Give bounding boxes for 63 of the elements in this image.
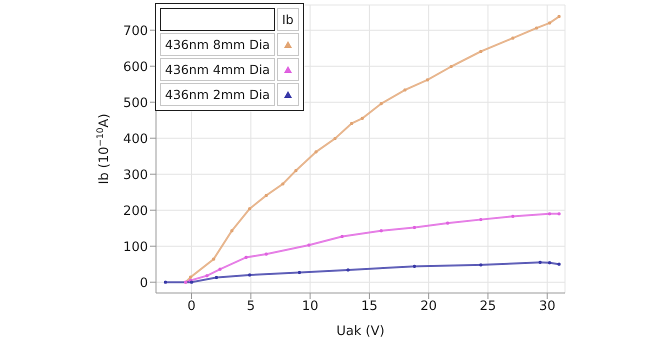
legend-label: 436nm 2mm Dia (160, 83, 275, 106)
point (212, 258, 216, 261)
point (538, 260, 542, 264)
point (426, 78, 430, 82)
point (340, 234, 344, 238)
y-tick-label: 0 (140, 276, 148, 291)
x-tick-label: 25 (480, 299, 496, 314)
x-tick-label: 15 (361, 299, 378, 314)
point (205, 274, 209, 278)
point (218, 268, 222, 271)
point (403, 88, 407, 92)
point (511, 214, 514, 218)
point (264, 252, 268, 256)
point (294, 169, 298, 172)
point (307, 244, 311, 247)
point (214, 276, 218, 280)
y-tick-label: 400 (123, 132, 148, 147)
point (244, 256, 248, 259)
x-tick-label: 20 (420, 299, 437, 314)
point (511, 36, 514, 40)
point (446, 222, 450, 225)
x-tick-label: 30 (538, 299, 556, 314)
point (557, 14, 561, 18)
point (412, 264, 416, 268)
point (333, 136, 337, 140)
point (346, 268, 350, 272)
legend-label: 436nm 4mm Dia (160, 58, 275, 81)
point (248, 207, 252, 210)
point (479, 263, 482, 267)
x-tick-label: 5 (246, 299, 255, 314)
point (548, 261, 552, 264)
y-tick-label: 100 (123, 240, 148, 255)
point (479, 218, 482, 222)
x-tick-label: 10 (302, 299, 318, 314)
point (230, 229, 234, 232)
point (557, 262, 561, 266)
point (412, 226, 416, 230)
y-tick-label: 500 (123, 96, 148, 111)
point (298, 270, 302, 274)
point (189, 276, 192, 279)
point (479, 50, 482, 54)
point (557, 212, 561, 216)
point (534, 26, 538, 30)
y-tick-label: 200 (123, 204, 148, 219)
legend-title: Ib (276, 8, 299, 31)
y-tick-label: 700 (123, 24, 148, 39)
point (281, 182, 284, 186)
y-tick-label: 300 (123, 168, 148, 183)
point (380, 102, 383, 106)
x-tick-label: 0 (187, 299, 196, 314)
point (248, 273, 252, 277)
point (380, 229, 383, 232)
x-axis-title: Uak (V) (336, 324, 385, 338)
point (360, 116, 364, 120)
point (264, 194, 268, 198)
point (548, 21, 552, 25)
point (450, 64, 453, 68)
point (350, 122, 354, 126)
y-tick-label: 600 (123, 60, 148, 75)
point (164, 280, 168, 284)
legend-label: 436nm 8mm Dia (160, 33, 275, 56)
point (314, 150, 318, 154)
point (548, 212, 552, 216)
